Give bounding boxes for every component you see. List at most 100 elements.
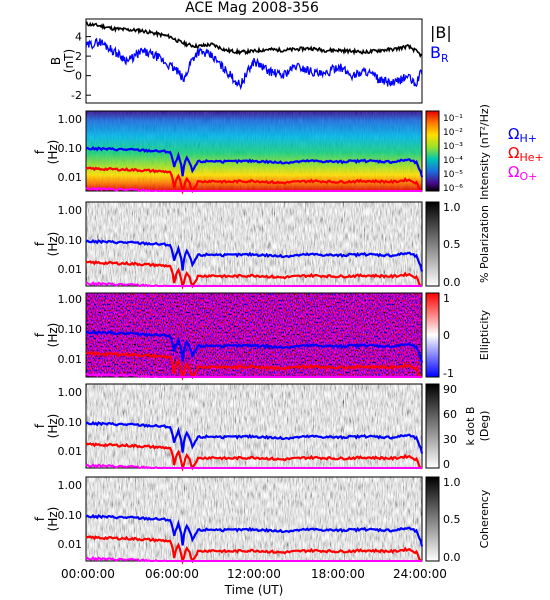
field-ytick-1: 4 — [75, 31, 82, 44]
omega-he-sub: He+ — [519, 151, 543, 164]
coherency-colorbar — [425, 476, 440, 562]
omega-o-main: Ω — [508, 163, 519, 181]
ellipticity-cb-tick-2: 0 — [443, 329, 450, 342]
kdotb-colorbar — [425, 383, 440, 469]
gyrofrequency-lines — [85, 146, 424, 565]
x-tick-2: 06:00:00 — [145, 567, 199, 581]
intensity-cb-tick-2: 10⁻² — [443, 128, 463, 138]
coherency-ylabel-2: (Hz) — [46, 507, 60, 532]
intensity-ytick-1: 1.00 — [58, 113, 83, 126]
field-ytick-3: 0 — [75, 70, 82, 83]
field-ytick-4: -2 — [71, 89, 82, 102]
coherency-ytick-3: 0.01 — [58, 538, 83, 551]
b-radial-line — [86, 37, 422, 91]
ellipticity-ylabel-1: f — [33, 332, 47, 337]
ellipticity-colorbar — [425, 292, 440, 378]
ellipticity-ytick-3: 0.01 — [58, 353, 83, 366]
polarization-cb-tick-1: 1.0 — [443, 201, 461, 214]
coherency-he-gyro-line — [85, 535, 422, 565]
ellipticity-o-gyro-line — [85, 372, 422, 379]
intensity-texture — [86, 111, 422, 191]
polarization-cb-tick-3: 0.0 — [443, 276, 461, 289]
legend-bmag: |B| — [430, 23, 452, 42]
x-tick-1: 00:00:00 — [61, 567, 115, 581]
field-ylabel-1: B — [49, 57, 63, 65]
coherency-cb-label: Coherency — [478, 489, 491, 548]
coherency-cb-tick-3: 0.0 — [443, 551, 461, 564]
polarization-ylabel-2: (Hz) — [46, 232, 60, 257]
coherency-ytick-2: 0.10 — [58, 509, 83, 522]
polarization-cb-tick-2: 0.5 — [443, 238, 461, 251]
omega-o-label: ΩO+ — [508, 163, 537, 183]
ellipticity-spectrogram — [86, 293, 422, 377]
intensity-cb-tick-6: 10⁻⁶ — [443, 184, 463, 194]
omega-h-sub: H+ — [519, 132, 537, 145]
kdotb-cb-label-2: (Deg) — [478, 411, 491, 442]
omega-h-main: Ω — [508, 125, 519, 143]
omega-o-sub: O+ — [519, 170, 537, 183]
kdotb-spectrogram — [86, 384, 422, 468]
ellipticity-ytick-1: 1.00 — [58, 293, 83, 306]
omega-he-label: ΩHe+ — [508, 144, 544, 164]
polarization-spectrogram — [86, 202, 422, 286]
coherency-cb-tick-1: 1.0 — [443, 476, 461, 489]
legend-br-sub: R — [441, 52, 449, 65]
ellipticity-ylabel-2: (Hz) — [46, 323, 60, 348]
polarization-ytick-3: 0.01 — [58, 263, 83, 276]
ellipticity-cb-tick-3: -1 — [443, 367, 454, 380]
x-axis: 00:00:00 06:00:00 12:00:00 18:00:00 24:0… — [61, 567, 447, 597]
intensity-ylabel-2: (Hz) — [46, 140, 60, 165]
field-panel: 420-2 B (nT) |B| BR — [49, 18, 452, 104]
x-axis-label: Time (UT) — [224, 583, 284, 597]
intensity-he-gyro-line — [85, 166, 422, 195]
intensity-cb-tick-3: 10⁻³ — [443, 142, 463, 152]
polarization-o-gyro-line — [85, 281, 422, 288]
b-magnitude-line — [86, 21, 422, 59]
intensity-ylabel-1: f — [33, 149, 47, 154]
kdotb-cb-tick-1: 90 — [443, 383, 457, 396]
coherency-h-gyro-line — [85, 513, 424, 547]
kdotb-ytick-3: 0.01 — [58, 445, 83, 458]
legend-br-main: B — [430, 43, 441, 62]
polarization-ylabel-1: f — [33, 241, 47, 246]
ellipticity-h-gyro-line — [85, 329, 424, 363]
x-tick-5: 24:00:00 — [393, 567, 447, 581]
figure-title: ACE Mag 2008-356 — [185, 0, 319, 16]
ellipticity-he-gyro-line — [85, 351, 422, 381]
polarization-h-gyro-line — [85, 238, 424, 272]
intensity-cb-tick-5: 10⁻⁵ — [443, 170, 463, 180]
coherency-ylabel-1: f — [33, 516, 47, 521]
coherency-o-gyro-line — [85, 556, 422, 563]
ellipticity-cb-label: Ellipticity — [478, 309, 491, 360]
field-ylabel-2: (nT) — [62, 49, 76, 73]
kdotb-ytick-1: 1.00 — [58, 386, 83, 399]
intensity-ytick-2: 0.10 — [58, 142, 83, 155]
polarization-cb-label: % Polarization — [478, 205, 491, 283]
kdotb-cb-label-1: k dot B — [464, 407, 477, 446]
coherency-ytick-1: 1.00 — [58, 479, 83, 492]
kdotb-h-gyro-line — [85, 420, 424, 454]
polarization-colorbar — [425, 201, 440, 287]
kdotb-ytick-2: 0.10 — [58, 416, 83, 429]
intensity-cb-label: Intensity (nT²/Hz) — [478, 104, 491, 200]
x-tick-3: 12:00:00 — [227, 567, 281, 581]
kdotb-o-gyro-line — [85, 463, 422, 470]
polarization-ytick-2: 0.10 — [58, 234, 83, 247]
polarization-ytick-1: 1.00 — [58, 204, 83, 217]
polarization-he-gyro-line — [85, 260, 422, 290]
intensity-h-gyro-line — [85, 146, 424, 178]
kdotb-cb-tick-3: 30 — [443, 433, 457, 446]
intensity-colorbar — [425, 110, 440, 192]
field-y-ticks: 4 2 0 -2 — [71, 31, 91, 102]
kdotb-ylabel-2: (Hz) — [46, 414, 60, 439]
field-ytick-2: 2 — [75, 50, 82, 63]
coherency-cb-tick-2: 0.5 — [443, 513, 461, 526]
kdotb-cb-tick-4: 0 — [443, 458, 450, 471]
kdotb-cb-tick-2: 60 — [443, 408, 457, 421]
ellipticity-cb-tick-1: 1 — [443, 292, 450, 305]
legend-br: BR — [430, 43, 449, 65]
intensity-ytick-3: 0.01 — [58, 171, 83, 184]
omega-he-main: Ω — [508, 144, 519, 162]
kdotb-he-gyro-line — [85, 442, 422, 472]
